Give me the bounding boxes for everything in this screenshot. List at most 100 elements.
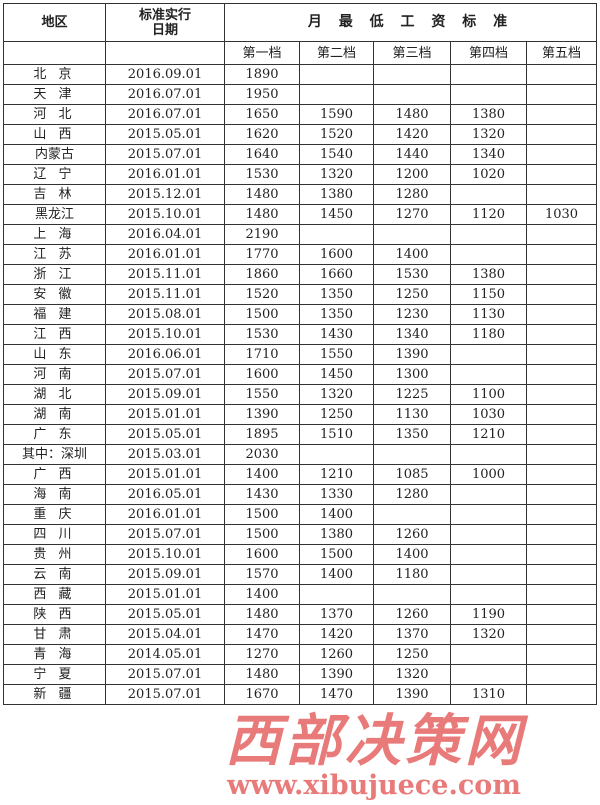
tier-5-cell	[526, 264, 597, 285]
header-row: 地区 标准实行 日期 月 最 低 工 资 标 准	[3, 3, 597, 42]
table-row: 广 东 2015.05.01 1895 1510 1350 1210	[3, 424, 597, 445]
tier-1-cell: 1480	[224, 204, 300, 225]
table-row: 西 藏 2015.01.01 1400	[3, 584, 597, 605]
tier-4-cell	[450, 224, 527, 245]
tier-2-cell: 1260	[299, 644, 374, 665]
tier-5-cell: 1030	[526, 204, 597, 225]
tier-4-cell: 1130	[450, 304, 527, 325]
empty-header-cell	[3, 41, 106, 65]
tier-4-cell	[450, 444, 527, 465]
region-cell: 河 北	[3, 104, 106, 125]
region-cell: 重 庆	[3, 504, 106, 525]
tier-5-cell	[526, 624, 597, 645]
watermark-url: www.xibujuece.com	[227, 770, 521, 801]
tier-1-cell: 1270	[224, 644, 300, 665]
tier-1-cell: 2030	[224, 444, 300, 465]
tier-1-cell: 1950	[224, 84, 300, 105]
tier-4-cell	[450, 364, 527, 385]
date-cell: 2015.12.01	[105, 184, 225, 205]
region-cell: 山 西	[3, 124, 106, 145]
empty-header-cell	[105, 41, 225, 65]
tier-2-cell: 1660	[299, 264, 374, 285]
tier-2-cell	[299, 584, 374, 605]
tier-3-cell: 1270	[373, 204, 451, 225]
tier-1-cell: 1470	[224, 624, 300, 645]
tier-3-header: 第三档	[373, 41, 451, 65]
tier-5-cell	[526, 64, 597, 85]
region-cell: 吉 林	[3, 184, 106, 205]
tier-5-header: 第五档	[526, 41, 597, 65]
tier-3-cell: 1250	[373, 644, 451, 665]
tier-1-cell: 1530	[224, 324, 300, 345]
tier-5-cell	[526, 124, 597, 145]
tier-4-cell	[450, 664, 527, 685]
region-cell: 广 西	[3, 464, 106, 485]
table-row: 福 建 2015.08.01 1500 1350 1230 1130	[3, 304, 597, 325]
date-cell: 2015.07.01	[105, 664, 225, 685]
tier-1-cell: 1600	[224, 544, 300, 565]
tier-3-cell: 1340	[373, 324, 451, 345]
tier-2-cell: 1600	[299, 244, 374, 265]
tier-2-cell	[299, 84, 374, 105]
tier-1-cell: 1670	[224, 684, 300, 705]
date-cell: 2015.09.01	[105, 384, 225, 405]
tier-4-header: 第四档	[450, 41, 527, 65]
tier-2-cell: 1450	[299, 204, 374, 225]
tier-1-cell: 1480	[224, 184, 300, 205]
tier-1-cell: 1620	[224, 124, 300, 145]
tier-3-cell: 1200	[373, 164, 451, 185]
table-row: 北 京 2016.09.01 1890	[3, 64, 597, 85]
table-row: 黑龙江 2015.10.01 1480 1450 1270 1120 1030	[3, 204, 597, 225]
tier-4-cell	[450, 564, 527, 585]
date-cell: 2015.11.01	[105, 284, 225, 305]
tier-2-cell: 1540	[299, 144, 374, 165]
date-cell: 2015.01.01	[105, 404, 225, 425]
tier-2-cell: 1350	[299, 284, 374, 305]
table-row: 河 北 2016.07.01 1650 1590 1480 1380	[3, 104, 597, 125]
table-row: 山 西 2015.05.01 1620 1520 1420 1320	[3, 124, 597, 145]
tier-3-cell: 1225	[373, 384, 451, 405]
region-cell: 福 建	[3, 304, 106, 325]
date-header: 标准实行 日期	[105, 3, 225, 42]
region-cell: 上 海	[3, 224, 106, 245]
tier-2-cell	[299, 444, 374, 465]
tier-3-cell	[373, 444, 451, 465]
tier-3-cell: 1400	[373, 244, 451, 265]
tier-3-cell: 1085	[373, 464, 451, 485]
table-row: 湖 北 2015.09.01 1550 1320 1225 1100	[3, 384, 597, 405]
tier-4-cell: 1340	[450, 144, 527, 165]
tier-5-cell	[526, 524, 597, 545]
region-cell: 新 疆	[3, 684, 106, 705]
region-cell: 山 东	[3, 344, 106, 365]
table-row: 甘 肃 2015.04.01 1470 1420 1370 1320	[3, 624, 597, 645]
tier-1-cell: 1550	[224, 384, 300, 405]
tier-4-cell	[450, 544, 527, 565]
tier-5-cell	[526, 364, 597, 385]
tier-1-cell: 1480	[224, 604, 300, 625]
tier-4-cell	[450, 504, 527, 525]
watermark: 西部决策网 www.xibujuece.com	[225, 711, 600, 801]
date-cell: 2016.04.01	[105, 224, 225, 245]
tier-1-header: 第一档	[224, 41, 300, 65]
tier-5-cell	[526, 404, 597, 425]
region-cell: 辽 宁	[3, 164, 106, 185]
date-cell: 2015.01.01	[105, 584, 225, 605]
date-cell: 2016.05.01	[105, 484, 225, 505]
table-row: 陕 西 2015.05.01 1480 1370 1260 1190	[3, 604, 597, 625]
table-row: 其中：深圳 2015.03.01 2030	[3, 444, 597, 465]
tier-1-cell: 1640	[224, 144, 300, 165]
tier-1-cell: 1530	[224, 164, 300, 185]
tier-2-header: 第二档	[299, 41, 374, 65]
table-row: 云 南 2015.09.01 1570 1400 1180	[3, 564, 597, 585]
tier-3-cell: 1390	[373, 344, 451, 365]
date-cell: 2015.01.01	[105, 464, 225, 485]
region-cell: 云 南	[3, 564, 106, 585]
table-row: 上 海 2016.04.01 2190	[3, 224, 597, 245]
tier-5-cell	[526, 584, 597, 605]
tier-3-cell: 1390	[373, 684, 451, 705]
date-cell: 2016.01.01	[105, 164, 225, 185]
tier-3-cell: 1420	[373, 124, 451, 145]
table-row: 贵 州 2015.10.01 1600 1500 1400	[3, 544, 597, 565]
tier-4-cell: 1100	[450, 384, 527, 405]
tier-5-cell	[526, 644, 597, 665]
